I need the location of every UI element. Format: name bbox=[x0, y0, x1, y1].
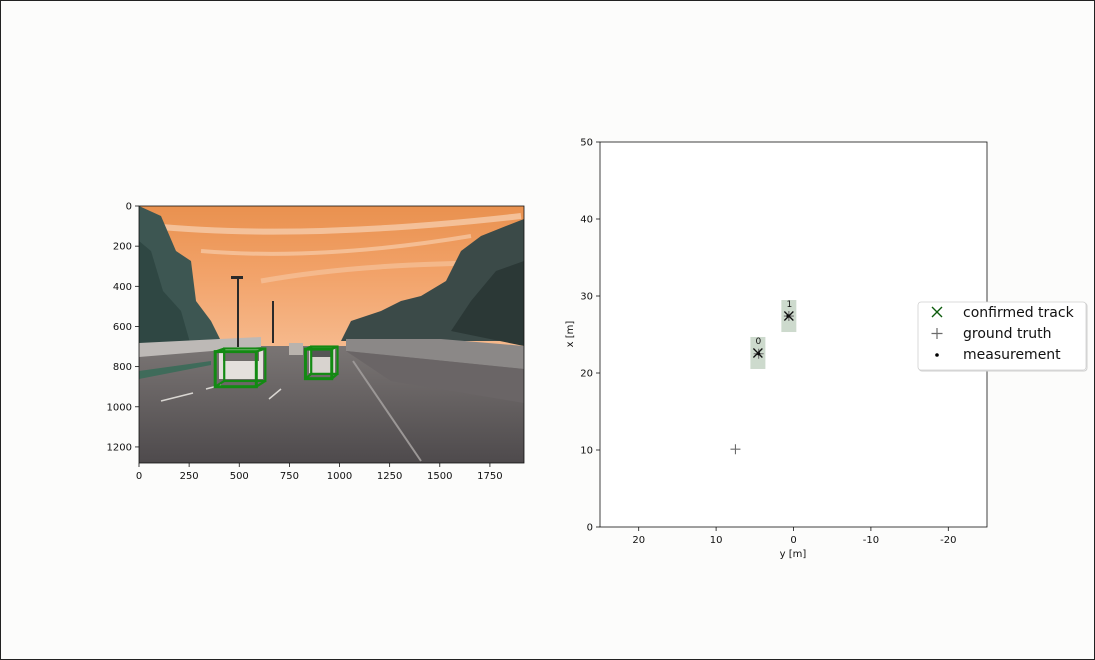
camera-y-ticks: 0 200 400 600 800 1000 1200 bbox=[107, 202, 139, 453]
confirmed-track-marker bbox=[783, 311, 794, 321]
y-axis-label: x [m] bbox=[565, 321, 576, 348]
detection-box bbox=[213, 347, 267, 389]
detection-boxes bbox=[213, 345, 339, 389]
legend-entry-measurement: measurement bbox=[935, 347, 1061, 363]
camera-x-tick-label: 1500 bbox=[427, 471, 452, 482]
camera-x-tick-label: 0 bbox=[136, 471, 142, 482]
camera-x-tick-label: 750 bbox=[280, 471, 299, 482]
camera-x-tick-label: 1750 bbox=[477, 471, 502, 482]
plot-y-ticks: 0 10 20 30 40 50 bbox=[580, 138, 600, 534]
x-axis-label: y [m] bbox=[780, 549, 807, 560]
camera-image bbox=[139, 206, 524, 463]
x-marker-icon bbox=[931, 306, 943, 318]
camera-x-ticks: 0 250 500 750 1000 1250 1500 1750 bbox=[136, 463, 503, 482]
legend-entry-ground-truth: ground truth bbox=[931, 326, 1051, 342]
camera-y-tick-label: 200 bbox=[113, 242, 132, 253]
confirmed-track-markers: 01 bbox=[752, 300, 794, 358]
camera-y-tick-label: 1200 bbox=[107, 442, 132, 453]
plot-x-tick-label: -10 bbox=[863, 535, 879, 546]
plot-x-tick-label: 0 bbox=[790, 535, 796, 546]
camera-axes-frame bbox=[138, 205, 525, 464]
detection-box bbox=[303, 345, 339, 381]
plot-y-tick-label: 10 bbox=[580, 446, 593, 457]
plot-x-tick-label: 20 bbox=[632, 535, 645, 546]
track-id-label: 0 bbox=[756, 337, 762, 347]
track-id-label: 1 bbox=[786, 300, 792, 310]
camera-y-tick-label: 0 bbox=[126, 202, 132, 213]
plot-y-tick-label: 0 bbox=[587, 523, 593, 534]
legend-label-confirmed-track: confirmed track bbox=[963, 305, 1075, 321]
plus-marker-icon bbox=[931, 328, 943, 339]
plot-y-tick-label: 30 bbox=[580, 292, 593, 303]
camera-y-tick-label: 800 bbox=[113, 362, 132, 373]
ground-truth-marker bbox=[730, 444, 741, 455]
plot-x-tick-label: -20 bbox=[940, 535, 956, 546]
legend-label-measurement: measurement bbox=[963, 347, 1061, 363]
plot-y-tick-label: 20 bbox=[580, 369, 593, 380]
camera-x-tick-label: 1000 bbox=[327, 471, 352, 482]
legend-entry-confirmed-track: confirmed track bbox=[931, 305, 1075, 321]
plot-x-tick-label: 10 bbox=[710, 535, 723, 546]
dot-marker-icon bbox=[935, 353, 939, 357]
plot-y-tick-label: 50 bbox=[580, 138, 593, 149]
plot-x-ticks: 20 10 0 -10 -20 bbox=[632, 527, 956, 546]
camera-y-tick-label: 400 bbox=[113, 282, 132, 293]
plot-y-tick-label: 40 bbox=[580, 215, 593, 226]
camera-x-tick-label: 1250 bbox=[377, 471, 402, 482]
camera-y-tick-label: 1000 bbox=[107, 402, 132, 413]
camera-x-tick-label: 500 bbox=[230, 471, 249, 482]
camera-image-panel: 0 250 500 750 1000 1250 1500 1750 0 200 400 600 800… bbox=[107, 202, 525, 482]
legend-label-ground-truth: ground truth bbox=[963, 326, 1051, 342]
confirmed-track-marker bbox=[752, 348, 763, 358]
camera-y-tick-label: 600 bbox=[113, 322, 132, 333]
camera-x-tick-label: 250 bbox=[180, 471, 199, 482]
legend: confirmed track ground truth measurement bbox=[917, 301, 1088, 372]
